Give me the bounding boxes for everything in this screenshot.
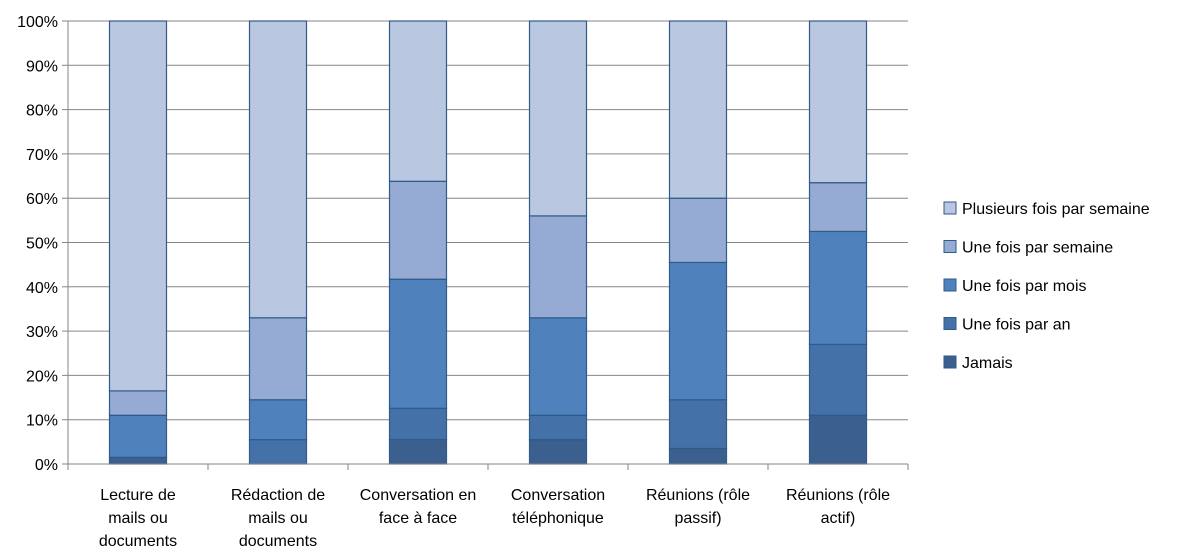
x-tick-label: documents: [239, 533, 317, 550]
x-tick-label: passif): [674, 510, 721, 527]
y-tick-label: 30%: [26, 324, 58, 341]
x-tick-label: mails ou: [248, 510, 308, 527]
bar-segment: [668, 447, 728, 465]
bar-segment: [108, 20, 168, 392]
bar-segment: [668, 399, 728, 450]
x-tick-label: Lecture de: [100, 487, 176, 504]
bar-segment: [808, 20, 868, 184]
y-tick-label: 0%: [35, 457, 58, 474]
x-tick-label: téléphonique: [512, 510, 604, 527]
legend-swatch: [943, 317, 957, 330]
y-tick-label: 50%: [26, 236, 58, 253]
bar-segment: [528, 414, 588, 441]
bar-segment: [668, 261, 728, 401]
x-tick-label: Rédaction de: [231, 487, 325, 504]
bar-segment: [248, 399, 308, 441]
bar-segment: [108, 414, 168, 458]
y-tick-label: 80%: [26, 103, 58, 120]
bar-segment: [388, 438, 448, 465]
bar-segment: [108, 456, 168, 465]
bar-segment: [808, 414, 868, 465]
bar-segment: [248, 439, 308, 465]
y-tick-label: 20%: [26, 368, 58, 385]
bar-segment: [528, 439, 588, 465]
x-tick-label: Conversation en: [360, 487, 477, 504]
axes: 0% 10% 20% 30% 40% 50% 60% 70% 80% 90% 100% Lecture…: [17, 14, 909, 550]
bar-segment: [248, 317, 308, 401]
bar-segment: [528, 215, 588, 319]
y-tick-label: 10%: [26, 413, 58, 430]
y-tick-label: 70%: [26, 147, 58, 164]
x-tick-label: mails ou: [108, 510, 168, 527]
x-tick-label: documents: [99, 533, 177, 550]
bar-segment: [668, 197, 728, 264]
bar-segment: [388, 180, 448, 280]
legend-label: Une fois par mois: [962, 278, 1087, 295]
legend: Plusieurs fois par semaine Une fois par s…: [943, 201, 1150, 372]
gridlines: [68, 20, 908, 421]
legend-label: Une fois par an: [962, 317, 1071, 334]
legend-swatch: [943, 278, 957, 292]
x-tick-label: actif): [821, 510, 856, 527]
bar-segment: [388, 407, 448, 441]
bar-segment: [808, 230, 868, 345]
x-tick-label: face à face: [379, 510, 457, 527]
legend-label: Une fois par semaine: [962, 240, 1113, 257]
bar-segment: [808, 343, 868, 416]
y-tick-label: 60%: [26, 191, 58, 208]
bar-segment: [388, 278, 448, 409]
x-tick-label: Réunions (rôle: [646, 487, 750, 504]
legend-swatch: [943, 355, 957, 369]
bar-segment: [528, 20, 588, 217]
bar-segment: [808, 182, 868, 233]
bar-segment: [388, 20, 448, 182]
bar-segment: [668, 20, 728, 199]
legend-label: Jamais: [962, 355, 1013, 372]
x-tick-label: Réunions (rôle: [786, 487, 890, 504]
bar-segment: [528, 317, 588, 416]
bars: [108, 20, 868, 465]
legend-swatch: [943, 240, 957, 253]
y-tick-label: 40%: [26, 280, 58, 297]
y-tick-label: 100%: [17, 14, 58, 31]
y-tick-label: 90%: [26, 58, 58, 75]
x-tick-label: Conversation: [511, 487, 605, 504]
legend-swatch: [943, 201, 957, 215]
bar-segment: [108, 390, 168, 416]
bar-segment: [248, 20, 308, 319]
legend-label: Plusieurs fois par semaine: [962, 201, 1150, 218]
